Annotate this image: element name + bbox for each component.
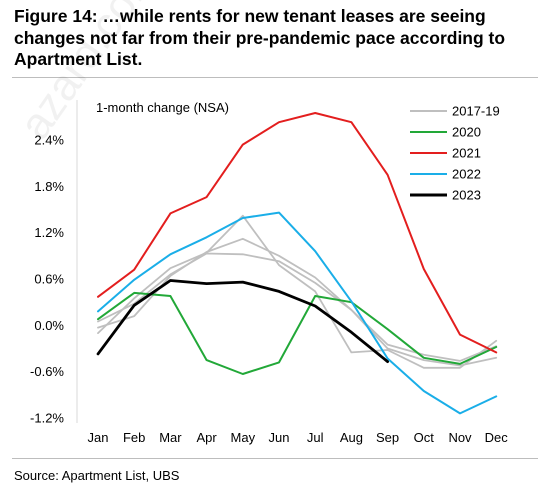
x-tick-label: May [231,430,256,445]
x-tick-label: Jul [307,430,324,445]
x-tick-label: Feb [123,430,145,445]
x-tick-label: Sep [376,430,399,445]
source-note: Source: Apartment List, UBS [14,468,180,483]
series-line-2021 [97,112,498,354]
legend-label: 2017-19 [452,104,500,119]
y-axis: 2.4% 1.8% 1.2% 0.6% 0.0% -0.6% -1.2% [30,100,78,426]
legend-label: 2021 [452,146,481,161]
series-line-2020 [97,291,498,375]
title-line-1: Figure 14: …while rents for new tenant l… [14,6,486,26]
top-rule [12,77,538,78]
title-line-2: changes not far from their pre-pandemic … [14,27,506,48]
series-line-2023 [96,279,390,364]
chart-annotation: 1-month change (NSA) [96,100,229,115]
y-tick-label: 0.6% [34,272,64,287]
series-line-2022 [97,211,498,415]
legend-label: 2020 [452,125,481,140]
figure-title: Figure 14: …while rents for new tenant l… [14,6,538,71]
series-line-2017-19 [97,237,498,362]
x-tick-label: Jan [88,430,109,445]
x-tick-label: Aug [340,430,363,445]
y-tick-label: 0.0% [34,318,64,333]
series-line-2017-19 [97,214,498,369]
x-axis: Jan Feb Mar Apr May Jun Jul Aug Sep Oct Nov Dec [88,430,509,445]
series-line-2017-19 [97,252,498,367]
legend-label: 2022 [452,167,481,182]
title-line-3: Apartment List. [14,49,143,69]
series-lines [96,112,498,415]
y-tick-label: -1.2% [30,411,64,426]
x-tick-label: Oct [414,430,435,445]
x-tick-label: Jun [269,430,290,445]
y-tick-label: 1.8% [34,179,64,194]
bottom-rule [12,458,538,459]
x-tick-label: Mar [159,430,182,445]
x-tick-label: Nov [448,430,472,445]
legend: 2017-19 2020 2021 2022 2023 [410,104,500,203]
y-tick-label: -0.6% [30,364,64,379]
y-tick-label: 1.2% [34,225,64,240]
x-tick-label: Apr [196,430,217,445]
y-tick-label: 2.4% [34,133,64,148]
x-tick-label: Dec [485,430,509,445]
legend-label: 2023 [452,188,481,203]
